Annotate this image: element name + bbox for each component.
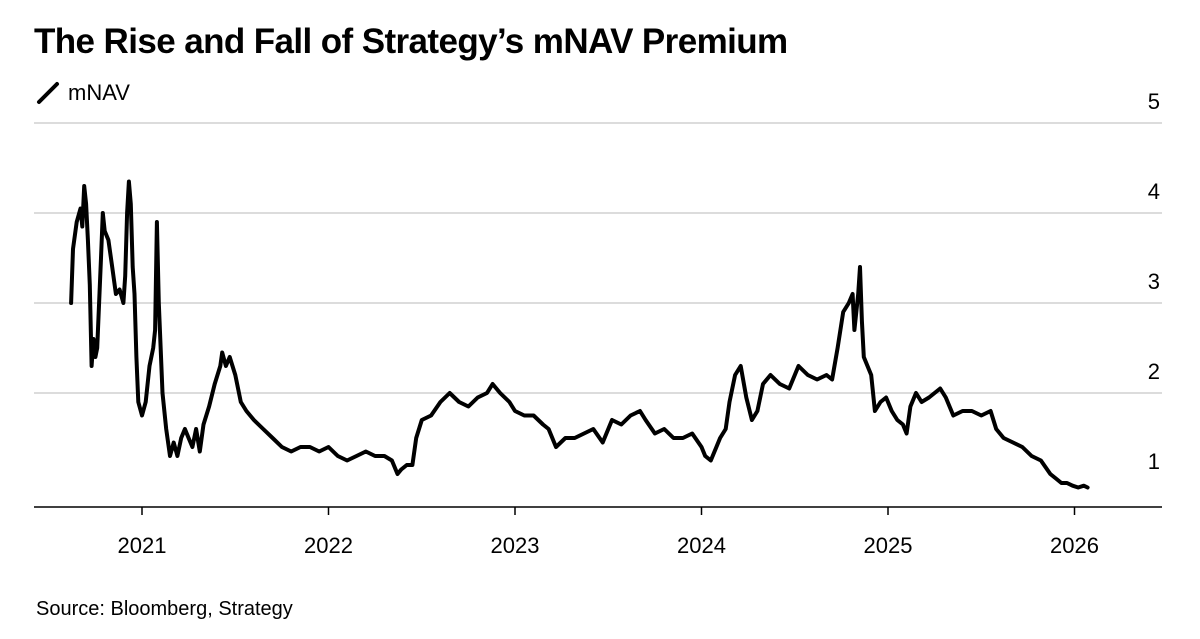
line-chart: 1 2 3 4 5 2021 2022 2023 2024 2025 2026: [34, 89, 1162, 558]
gridlines: [34, 122, 1162, 394]
y-axis-tick-labels: 1 2 3 4 5: [1148, 89, 1160, 474]
y-tick-label-2: 2: [1148, 359, 1160, 384]
legend-line-icon: [37, 82, 59, 104]
y-tick-label-1: 1: [1148, 449, 1160, 474]
series-layer: [69, 179, 1090, 490]
x-axis: 2021 2022 2023 2024 2025 2026: [34, 506, 1162, 558]
x-tick-label-2026: 2026: [1050, 533, 1099, 558]
y-tick-label-3: 3: [1148, 269, 1160, 294]
x-tick-label-2023: 2023: [491, 533, 540, 558]
x-tick-label-2021: 2021: [118, 533, 167, 558]
x-tick-label-2022: 2022: [304, 533, 353, 558]
x-tick-label-2024: 2024: [677, 533, 726, 558]
y-tick-label-5: 5: [1148, 89, 1160, 114]
y-tick-label-4: 4: [1148, 179, 1160, 204]
source-note: Source: Bloomberg, Strategy: [36, 598, 293, 620]
legend-label: mNAV: [68, 80, 130, 105]
legend: mNAV: [36, 80, 130, 106]
x-tick-label-2025: 2025: [864, 533, 913, 558]
series-line-mnav: [69, 179, 1090, 490]
chart-title: The Rise and Fall of Strategy’s mNAV Pre…: [34, 22, 788, 61]
